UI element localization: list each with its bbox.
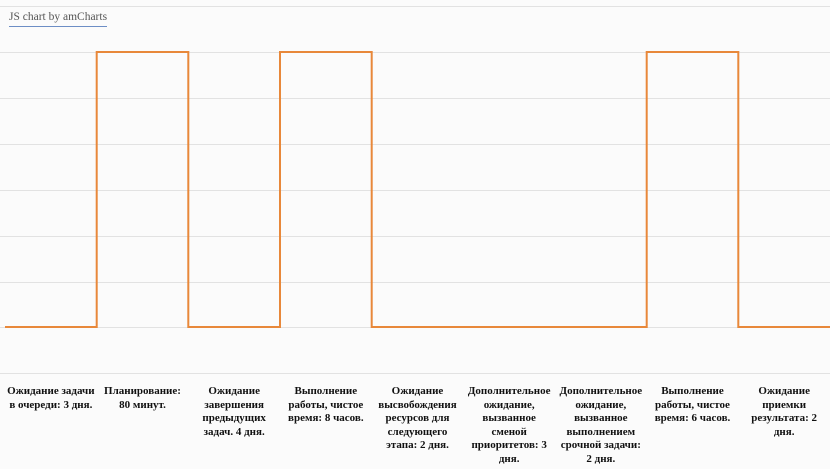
gridlines — [0, 6, 830, 374]
category-label: Дополнительное ожидание, вызванное выпол… — [559, 385, 643, 465]
plot-area — [0, 6, 830, 374]
category-axis-labels: Ожидание задачи в очереди: 3 дня. Планиро… — [5, 385, 830, 469]
category-label: Ожидание завершения предыдущих задач. 4 … — [202, 385, 266, 438]
amcharts-credit-link[interactable]: JS chart by amCharts — [9, 11, 108, 27]
category-label: Выполнение работы, чистое время: 8 часов… — [288, 385, 364, 424]
category-label: Дополнительное ожидание, вызванное смено… — [467, 385, 551, 465]
category-label: Ожидание высвобождения ресурсов для след… — [378, 385, 457, 451]
category-label: Ожидание задачи в очереди: 3 дня. — [7, 385, 95, 411]
category-label: Выполнение работы, чистое время: 6 часов… — [654, 385, 731, 424]
category-label: Ожидание приемки результата: 2 дня. — [751, 385, 817, 438]
category-label: Планирование: 80 минут. — [104, 385, 181, 411]
step-line-series — [5, 51, 830, 328]
